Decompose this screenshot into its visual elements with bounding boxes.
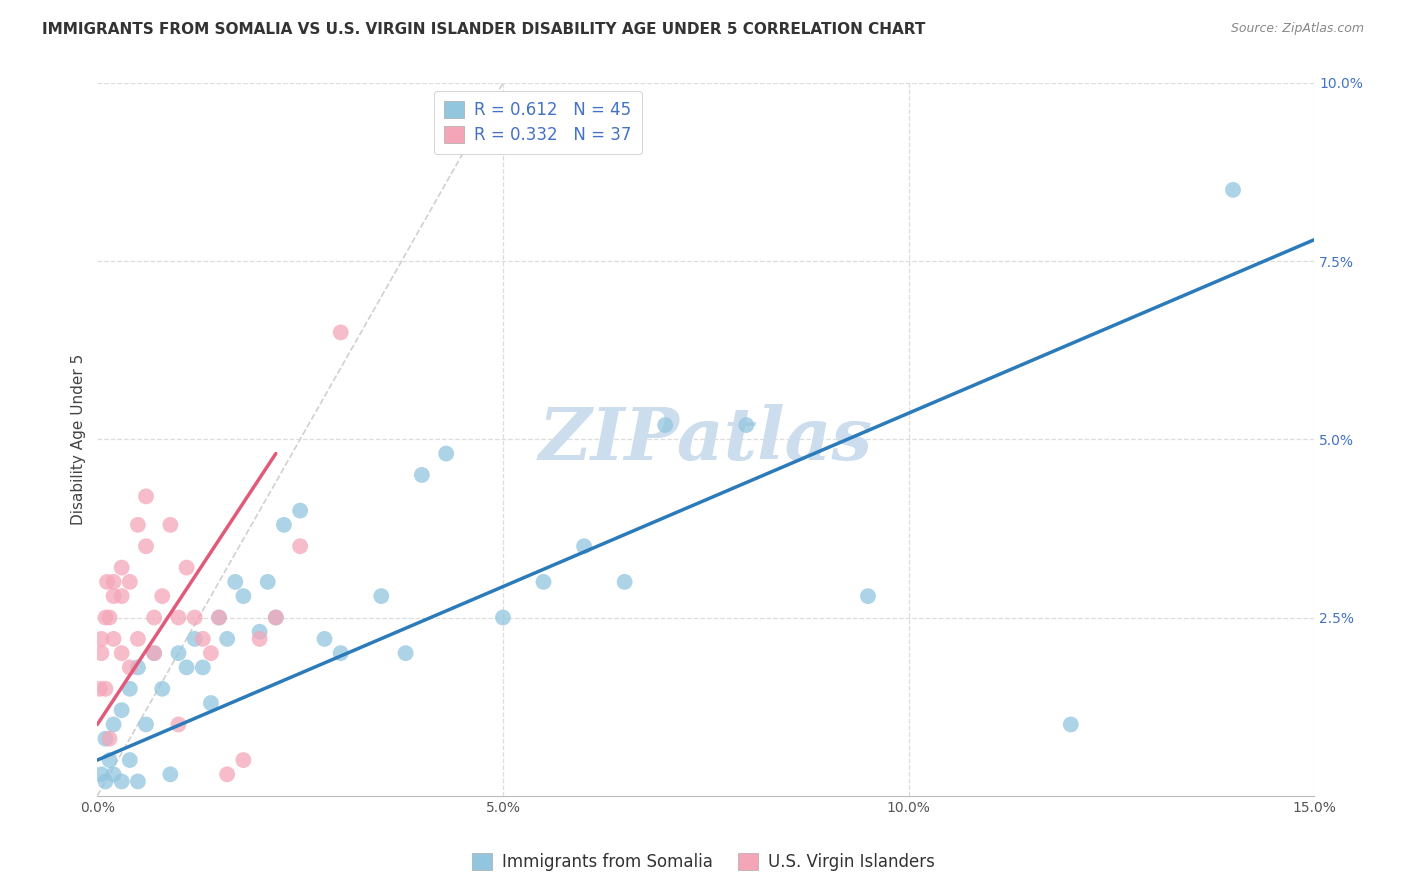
Point: [150, 681, 173, 696]
Point: [98, 753, 121, 767]
Point: [90, 767, 112, 781]
Point: [167, 717, 190, 731]
Point: [232, 589, 254, 603]
Point: [329, 326, 352, 340]
Point: [314, 632, 336, 646]
Point: [159, 517, 181, 532]
Point: [394, 646, 416, 660]
Point: [1222, 183, 1244, 197]
Point: [127, 632, 149, 646]
Point: [103, 574, 125, 589]
Point: [118, 681, 141, 696]
Point: [90, 646, 112, 660]
Point: [94, 731, 117, 746]
Point: [135, 539, 157, 553]
Point: [264, 610, 287, 624]
Point: [191, 632, 214, 646]
Point: [143, 646, 166, 660]
Point: [111, 774, 134, 789]
Point: [264, 610, 287, 624]
Point: [103, 632, 125, 646]
Point: [183, 610, 205, 624]
Point: [127, 517, 149, 532]
Point: [200, 646, 222, 660]
Point: [103, 767, 125, 781]
Point: [1060, 717, 1083, 731]
Point: [167, 610, 190, 624]
Point: [98, 610, 121, 624]
Text: Source: ZipAtlas.com: Source: ZipAtlas.com: [1230, 22, 1364, 36]
Point: [613, 574, 636, 589]
Point: [159, 767, 181, 781]
Point: [143, 610, 166, 624]
Point: [118, 660, 141, 674]
Point: [533, 574, 555, 589]
Point: [111, 703, 134, 717]
Point: [94, 681, 117, 696]
Point: [249, 624, 271, 639]
Point: [208, 610, 231, 624]
Point: [208, 610, 231, 624]
Point: [111, 646, 134, 660]
Point: [111, 589, 134, 603]
Point: [127, 660, 149, 674]
Point: [118, 574, 141, 589]
Point: [111, 560, 134, 574]
Point: [103, 717, 125, 731]
Point: [94, 610, 117, 624]
Point: [329, 646, 352, 660]
Point: [98, 731, 121, 746]
Point: [150, 589, 173, 603]
Text: IMMIGRANTS FROM SOMALIA VS U.S. VIRGIN ISLANDER DISABILITY AGE UNDER 5 CORRELATI: IMMIGRANTS FROM SOMALIA VS U.S. VIRGIN I…: [42, 22, 925, 37]
Point: [118, 753, 141, 767]
Point: [127, 774, 149, 789]
Point: [572, 539, 595, 553]
Point: [224, 574, 246, 589]
Point: [856, 589, 879, 603]
Point: [90, 632, 112, 646]
Point: [273, 517, 295, 532]
Point: [103, 589, 125, 603]
Point: [176, 560, 198, 574]
Point: [654, 418, 676, 433]
Point: [96, 574, 118, 589]
Point: [94, 774, 117, 789]
Point: [288, 503, 311, 517]
Point: [370, 589, 392, 603]
Point: [411, 467, 433, 482]
Point: [183, 632, 205, 646]
Point: [735, 418, 758, 433]
Point: [434, 446, 457, 460]
Point: [217, 632, 239, 646]
Point: [176, 660, 198, 674]
Point: [492, 610, 515, 624]
Point: [232, 753, 254, 767]
Point: [217, 767, 239, 781]
Point: [135, 717, 157, 731]
Legend: R = 0.612   N = 45, R = 0.332   N = 37: R = 0.612 N = 45, R = 0.332 N = 37: [434, 91, 641, 154]
Point: [89, 681, 111, 696]
Point: [288, 539, 311, 553]
Y-axis label: Disability Age Under 5: Disability Age Under 5: [72, 354, 86, 525]
Point: [249, 632, 271, 646]
Point: [135, 489, 157, 503]
Legend: Immigrants from Somalia, U.S. Virgin Islanders: Immigrants from Somalia, U.S. Virgin Isl…: [464, 845, 942, 880]
Point: [200, 696, 222, 710]
Point: [256, 574, 278, 589]
Point: [191, 660, 214, 674]
Point: [167, 646, 190, 660]
Text: ZIPatlas: ZIPatlas: [538, 404, 873, 475]
Point: [143, 646, 166, 660]
